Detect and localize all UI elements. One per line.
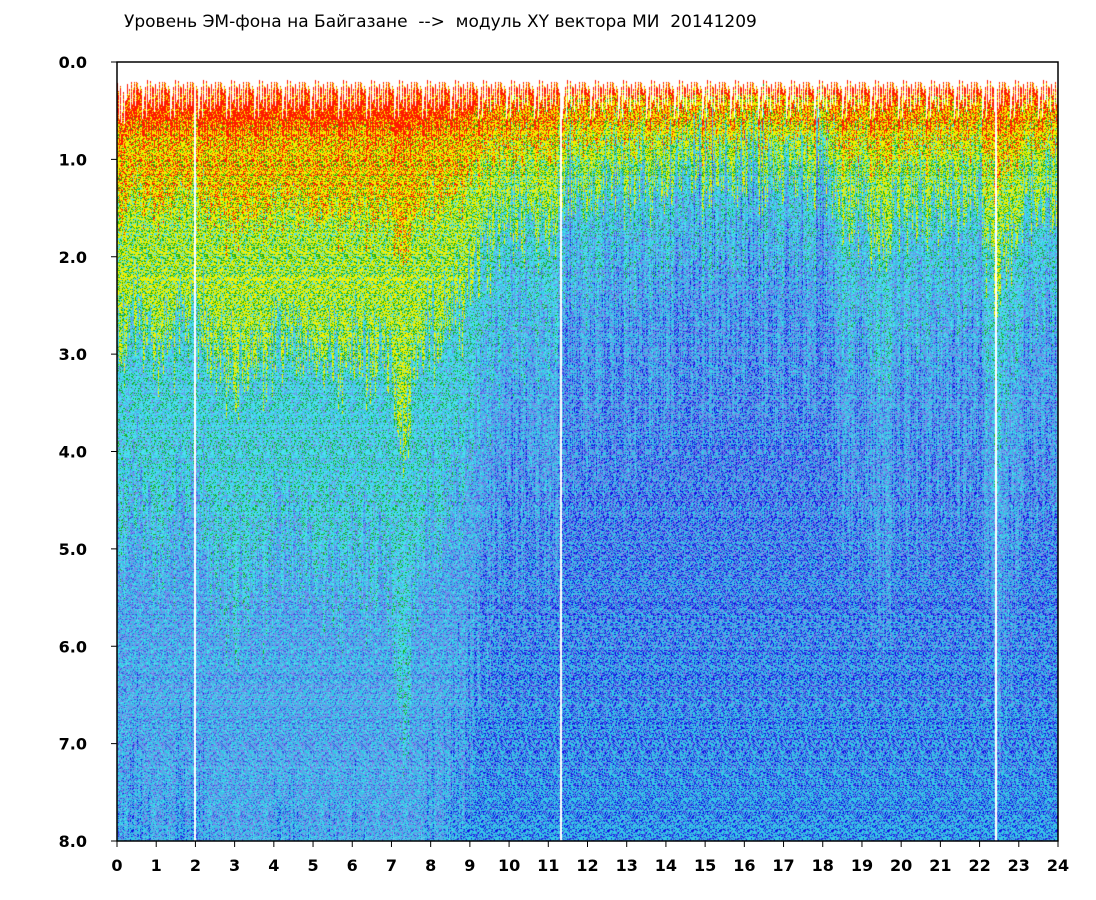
x-tick-label: 14 bbox=[655, 856, 677, 875]
chart-title: Уровень ЭМ-фона на Байгазане --> модуль … bbox=[124, 12, 757, 32]
x-axis: 0 1 2 3 4 5 6 7 8 9 10 11 12 13 14 15 16 17 18 19 20 21 22 23 24 bbox=[111, 841, 1069, 875]
y-tick-label: 7.0 bbox=[59, 735, 87, 754]
x-tick-label: 21 bbox=[929, 856, 951, 875]
heatmap-image bbox=[117, 62, 1058, 841]
x-tick-label: 2 bbox=[190, 856, 201, 875]
x-tick-label: 4 bbox=[268, 856, 279, 875]
y-tick-label: 3.0 bbox=[59, 345, 87, 364]
x-tick-label: 9 bbox=[464, 856, 475, 875]
y-tick-label: 6.0 bbox=[59, 637, 87, 656]
x-tick-label: 1 bbox=[151, 856, 162, 875]
x-tick-label: 15 bbox=[694, 856, 716, 875]
x-tick-label: 17 bbox=[772, 856, 794, 875]
x-tick-label: 22 bbox=[968, 856, 990, 875]
y-tick-label: 4.0 bbox=[59, 443, 87, 462]
y-tick-label: 2.0 bbox=[59, 248, 87, 267]
x-tick-label: 23 bbox=[1008, 856, 1030, 875]
y-tick-label: 0.0 bbox=[59, 53, 87, 72]
x-tick-label: 5 bbox=[307, 856, 318, 875]
y-tick-label: 5.0 bbox=[59, 540, 87, 559]
y-tick-label: 8.0 bbox=[59, 832, 87, 851]
x-tick-label: 11 bbox=[537, 856, 559, 875]
x-tick-label: 7 bbox=[386, 856, 397, 875]
x-tick-label: 19 bbox=[851, 856, 873, 875]
heatmap-raster bbox=[117, 62, 1058, 841]
x-tick-label: 3 bbox=[229, 856, 240, 875]
x-tick-label: 10 bbox=[498, 856, 520, 875]
x-tick-label: 12 bbox=[576, 856, 598, 875]
x-tick-label: 13 bbox=[616, 856, 638, 875]
x-tick-label: 24 bbox=[1047, 856, 1069, 875]
x-tick-label: 8 bbox=[425, 856, 436, 875]
x-tick-label: 6 bbox=[347, 856, 358, 875]
x-tick-label: 0 bbox=[111, 856, 122, 875]
y-tick-label: 1.0 bbox=[59, 150, 87, 169]
x-tick-label: 16 bbox=[733, 856, 755, 875]
y-axis: 0.0 1.0 2.0 3.0 4.0 5.0 6.0 7.0 8.0 bbox=[59, 53, 117, 851]
x-tick-label: 18 bbox=[812, 856, 834, 875]
x-tick-label: 20 bbox=[890, 856, 912, 875]
